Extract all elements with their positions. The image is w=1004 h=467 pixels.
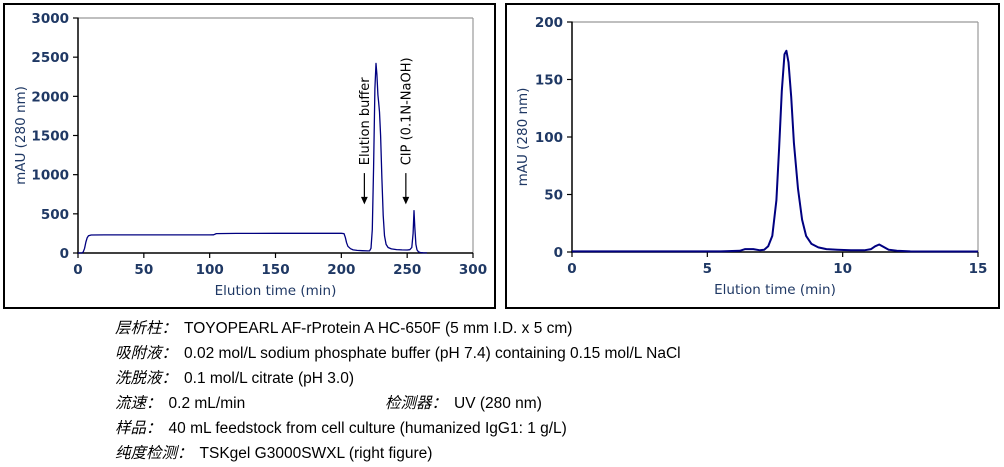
note-label: 纯度检测： bbox=[115, 444, 193, 462]
note-label: 样品： bbox=[115, 419, 162, 437]
note-text: 0.1 mol/L citrate (pH 3.0) bbox=[184, 370, 355, 387]
note-row: 纯度检测： TSKgel G3000SWXL (right figure) bbox=[115, 441, 1004, 466]
note-item: 纯度检测： TSKgel G3000SWXL (right figure) bbox=[115, 444, 433, 462]
y-tick-label: 500 bbox=[41, 207, 69, 223]
y-tick-label: 2000 bbox=[31, 89, 69, 105]
annotation-arrowhead bbox=[402, 196, 410, 205]
right-chart-panel: 0 50 100 150 200 0 5 10 15 Elution time (min) mAU … bbox=[505, 3, 1000, 309]
note-item: 吸附液： 0.02 mol/L sodium phosphate buffer (… bbox=[115, 344, 681, 362]
x-axis-title: Elution time (min) bbox=[714, 282, 836, 298]
purity-check-chromatogram: 0 50 100 150 200 0 5 10 15 Elution time (min) mAU … bbox=[515, 15, 988, 298]
y-tick-label: 150 bbox=[535, 73, 563, 89]
affinity-chromatogram: 0 500 1000 1500 2000 2500 3000 0 50 100 150 200 250 3… bbox=[13, 11, 487, 299]
note-text: 0.02 mol/L sodium phosphate buffer (pH 7… bbox=[184, 345, 681, 362]
note-text: 40 mL feedstock from cell culture (human… bbox=[168, 420, 567, 437]
x-tick-label: 5 bbox=[703, 261, 712, 277]
note-row: 层析柱： TOYOPEARL AF-rProtein A HC-650F (5 m… bbox=[115, 316, 1004, 341]
note-label: 吸附液： bbox=[115, 344, 178, 362]
y-tick-label: 200 bbox=[535, 15, 563, 31]
note-label: 流速： bbox=[115, 394, 162, 412]
x-tick-label: 0 bbox=[73, 262, 82, 278]
note-text: TOYOPEARL AF-rProtein A HC-650F (5 mm I.… bbox=[184, 320, 573, 337]
x-tick-label: 50 bbox=[134, 262, 153, 278]
series-line bbox=[572, 49, 978, 253]
note-row: 流速： 0.2 mL/min 检测器： UV (280 nm) bbox=[115, 391, 1004, 416]
note-text: 0.2 mL/min bbox=[168, 395, 246, 412]
note-item: 洗脱液： 0.1 mol/L citrate (pH 3.0) bbox=[115, 369, 355, 387]
x-tick-label: 200 bbox=[327, 262, 355, 278]
note-text: UV (280 nm) bbox=[454, 395, 542, 412]
x-tick-label: 250 bbox=[393, 262, 421, 278]
y-tick-label: 2500 bbox=[31, 50, 69, 66]
note-row: 洗脱液： 0.1 mol/L citrate (pH 3.0) bbox=[115, 366, 1004, 391]
x-tick-label: 15 bbox=[969, 261, 988, 277]
x-tick-label: 300 bbox=[459, 262, 487, 278]
y-axis-title: mAU (280 nm) bbox=[13, 86, 29, 185]
y-tick-label: 50 bbox=[544, 188, 563, 204]
note-item: 层析柱： TOYOPEARL AF-rProtein A HC-650F (5 m… bbox=[115, 319, 573, 337]
left-chart-panel: 0 500 1000 1500 2000 2500 3000 0 50 100 150 200 250 3… bbox=[3, 3, 496, 309]
y-tick-label: 1500 bbox=[31, 129, 69, 145]
annotation-arrowhead bbox=[360, 196, 368, 205]
x-tick-label: 150 bbox=[261, 262, 289, 278]
note-label: 层析柱： bbox=[115, 319, 178, 337]
y-tick-label: 100 bbox=[535, 130, 563, 146]
series-line bbox=[78, 62, 427, 254]
figure-row: 0 500 1000 1500 2000 2500 3000 0 50 100 150 200 250 3… bbox=[3, 3, 1000, 309]
note-row: 吸附液： 0.02 mol/L sodium phosphate buffer (… bbox=[115, 341, 1004, 366]
experiment-conditions: 层析柱： TOYOPEARL AF-rProtein A HC-650F (5 m… bbox=[115, 316, 1004, 466]
x-tick-label: 0 bbox=[567, 261, 576, 277]
annotation-text: CIP (0.1N-NaOH) bbox=[399, 57, 414, 165]
x-tick-label: 10 bbox=[833, 261, 852, 277]
x-axis-title: Elution time (min) bbox=[215, 283, 337, 299]
note-row: 样品： 40 mL feedstock from cell culture (hu… bbox=[115, 416, 1004, 441]
note-item: 流速： 0.2 mL/min bbox=[115, 391, 385, 416]
y-tick-label: 1000 bbox=[31, 168, 69, 184]
y-tick-label: 0 bbox=[554, 245, 563, 261]
annotation-text: Elution buffer bbox=[358, 77, 373, 166]
y-tick-label: 3000 bbox=[31, 11, 69, 27]
note-label: 检测器： bbox=[385, 394, 448, 412]
x-tick-label: 100 bbox=[196, 262, 224, 278]
y-tick-label: 0 bbox=[60, 246, 69, 262]
note-label: 洗脱液： bbox=[115, 369, 178, 387]
note-text: TSKgel G3000SWXL (right figure) bbox=[199, 445, 433, 462]
note-item: 样品： 40 mL feedstock from cell culture (hu… bbox=[115, 419, 567, 437]
y-axis-title: mAU (280 nm) bbox=[515, 88, 531, 187]
note-item: 检测器： UV (280 nm) bbox=[385, 394, 542, 412]
